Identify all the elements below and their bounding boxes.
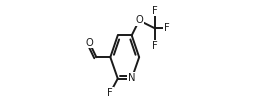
Text: N: N (128, 73, 135, 83)
Text: O: O (135, 15, 143, 25)
Text: F: F (152, 6, 158, 16)
Text: F: F (152, 41, 158, 51)
Text: F: F (108, 88, 113, 98)
Text: F: F (164, 23, 170, 33)
Text: O: O (86, 38, 93, 48)
